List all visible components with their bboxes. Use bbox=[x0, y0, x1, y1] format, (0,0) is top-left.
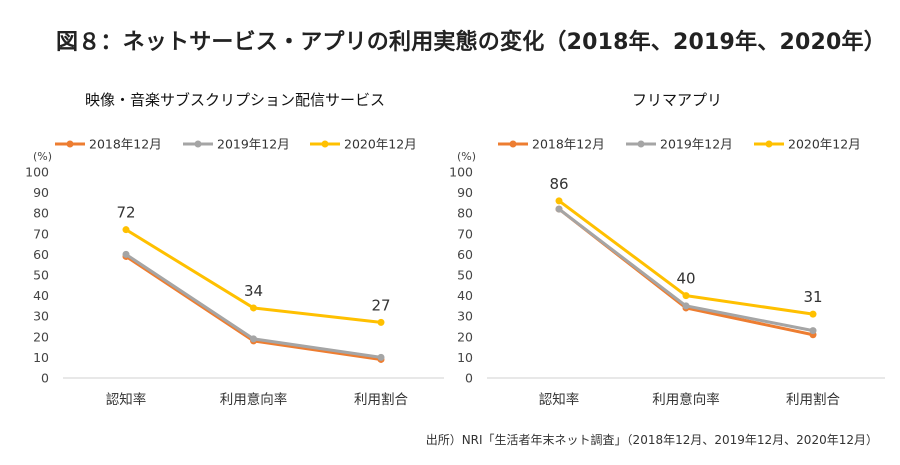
legend-swatch-marker-2020 bbox=[321, 140, 329, 148]
data-point-2020 bbox=[122, 226, 130, 234]
y-tick-label: 80 bbox=[33, 206, 49, 221]
y-tick-label: 100 bbox=[25, 165, 49, 180]
x-category-label: 利用割合 bbox=[786, 391, 840, 408]
y-tick-label: 70 bbox=[33, 226, 49, 241]
y-tick-label: 60 bbox=[457, 247, 473, 262]
legend-label-2019: 2019年12月 bbox=[217, 137, 290, 152]
y-tick-label: 90 bbox=[457, 185, 473, 200]
y-tick-label: 10 bbox=[33, 350, 49, 365]
y-tick-label: 50 bbox=[457, 268, 473, 283]
y-tick-label: 100 bbox=[449, 165, 473, 180]
data-point-2019 bbox=[377, 353, 385, 361]
y-tick-label: 90 bbox=[33, 185, 49, 200]
y-tick-label: 60 bbox=[33, 247, 49, 262]
y-axis-unit: (%) bbox=[457, 150, 476, 163]
data-label: 27 bbox=[371, 296, 390, 314]
legend-swatch-marker-2020 bbox=[765, 140, 773, 148]
x-category-label: 認知率 bbox=[539, 391, 580, 408]
data-label: 31 bbox=[803, 288, 822, 306]
y-tick-label: 20 bbox=[33, 329, 49, 344]
data-label: 34 bbox=[244, 282, 263, 300]
y-tick-label: 40 bbox=[33, 288, 49, 303]
data-point-2019 bbox=[250, 335, 257, 343]
data-point-2019 bbox=[682, 302, 690, 310]
data-point-2019 bbox=[555, 205, 563, 213]
data-point-2020 bbox=[682, 292, 690, 300]
legend-label-2020: 2020年12月 bbox=[344, 137, 417, 152]
y-tick-label: 0 bbox=[465, 371, 473, 386]
y-tick-label: 70 bbox=[457, 226, 473, 241]
x-category-label: 利用割合 bbox=[354, 391, 408, 408]
y-tick-label: 20 bbox=[457, 329, 473, 344]
data-point-2020 bbox=[377, 318, 385, 326]
y-tick-label: 30 bbox=[33, 309, 49, 324]
legend-swatch-marker-2018 bbox=[509, 140, 517, 148]
source-note: 出所）NRI「生活者年末ネット調査」（2018年12月、2019年12月、202… bbox=[425, 433, 878, 447]
x-category-label: 利用意向率 bbox=[220, 391, 288, 408]
chart-flea-market-app: フリマアプリ 2018年12月 2019年12月 2020年12月 (%) 0 10 20 30… bbox=[449, 91, 885, 408]
legend-label-2018: 2018年12月 bbox=[89, 137, 162, 152]
legend-label-2019: 2019年12月 bbox=[660, 137, 733, 152]
y-tick-label: 30 bbox=[457, 309, 473, 324]
y-tick-label: 40 bbox=[457, 288, 473, 303]
legend-label-2020: 2020年12月 bbox=[788, 137, 861, 152]
x-category-label: 認知率 bbox=[106, 391, 147, 408]
legend-label-2018: 2018年12月 bbox=[532, 137, 605, 152]
y-tick-label: 80 bbox=[457, 206, 473, 221]
y-tick-label: 0 bbox=[41, 371, 49, 386]
data-point-2019 bbox=[122, 250, 130, 258]
data-point-2020 bbox=[250, 304, 257, 312]
chart-subtitle: 映像・音楽サブスクリプション配信サービス bbox=[85, 91, 385, 109]
y-axis-unit: (%) bbox=[33, 150, 52, 163]
page-title: 図８：ネットサービス・アプリの利用実態の変化（2018年、2019年、2020年… bbox=[56, 30, 886, 55]
chart-subtitle: フリマアプリ bbox=[632, 91, 722, 109]
legend-swatch-marker-2018 bbox=[66, 140, 74, 148]
data-point-2019 bbox=[809, 327, 817, 335]
data-label: 86 bbox=[549, 175, 568, 193]
data-point-2020 bbox=[809, 310, 817, 318]
data-label: 40 bbox=[676, 270, 695, 288]
y-tick-label: 50 bbox=[33, 268, 49, 283]
y-tick-label: 10 bbox=[457, 350, 473, 365]
legend-swatch-marker-2019 bbox=[637, 140, 645, 148]
x-category-label: 利用意向率 bbox=[652, 391, 720, 408]
data-point-2020 bbox=[555, 197, 563, 205]
data-label: 72 bbox=[116, 204, 135, 222]
legend-swatch-marker-2019 bbox=[194, 140, 202, 148]
